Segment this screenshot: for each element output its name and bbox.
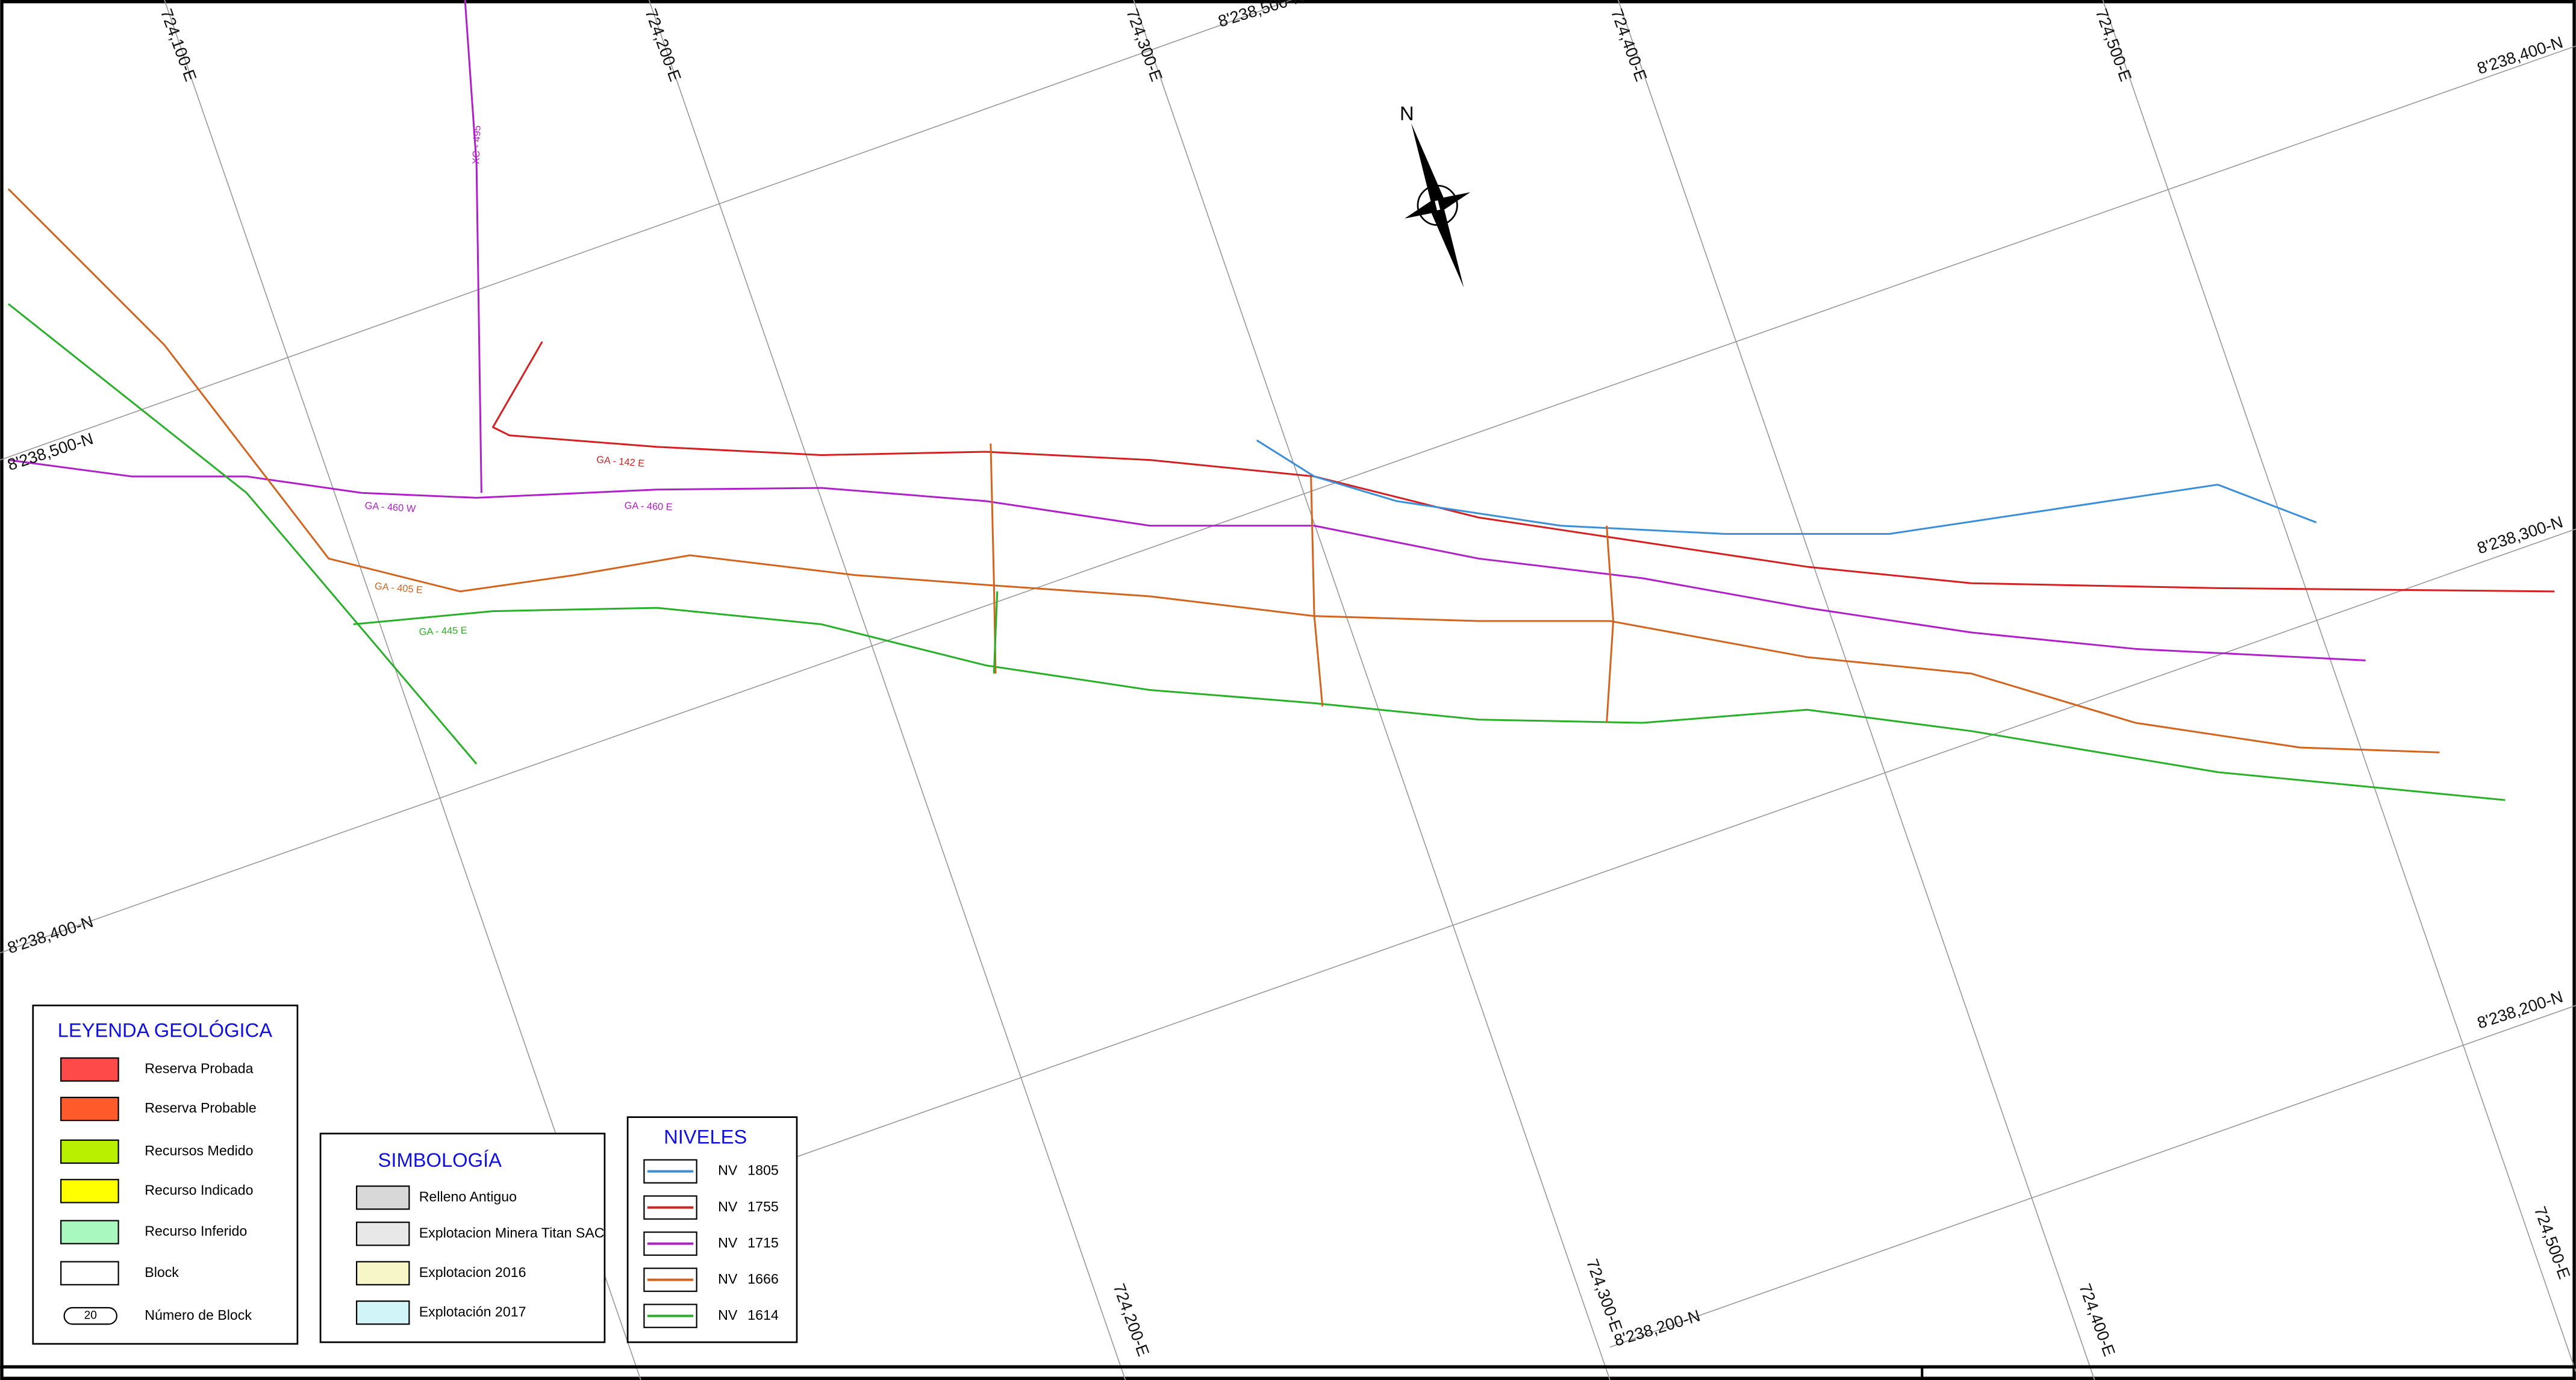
- legend-swatch: [60, 1057, 119, 1082]
- legend-label: NV: [718, 1307, 738, 1323]
- legend-title: NIVELES: [664, 1126, 747, 1148]
- legend-level: 1614: [747, 1307, 779, 1323]
- legend-label: Reserva Probada: [145, 1061, 253, 1076]
- tunnel-nv1715: [8, 459, 2366, 661]
- grid-line: [0, 45, 2576, 954]
- tunnels: [7, 0, 2555, 801]
- legend-swatch: [60, 1179, 119, 1204]
- legend-swatch: [355, 1261, 410, 1285]
- raise: [993, 591, 999, 674]
- grid-line: [723, 528, 2576, 1184]
- legend-label: Block: [145, 1264, 179, 1280]
- legend-level: 1715: [747, 1235, 779, 1250]
- north-arrow: [1405, 123, 1471, 288]
- legend-label: Explotacion Minera Titan SAC: [419, 1225, 605, 1240]
- tunnel-label: GA - 460 W: [364, 500, 416, 514]
- tunnel-label: XC - 495: [471, 125, 483, 164]
- legend-label: Explotación 2017: [419, 1304, 526, 1319]
- legend-level: 1805: [747, 1163, 779, 1178]
- legend-label: Explotacion 2016: [419, 1264, 526, 1280]
- legend-symbol: 20: [84, 1310, 97, 1322]
- tunnel-label: GA - 445 E: [419, 625, 467, 638]
- grid-line: [0, 0, 1293, 461]
- legend-swatch: [60, 1096, 119, 1122]
- legend-swatch: [60, 1139, 119, 1164]
- legend-label: NV: [718, 1199, 738, 1214]
- legend-swatch: [355, 1222, 410, 1246]
- raise: [1310, 476, 1324, 707]
- legend-label: Recurso Inferido: [145, 1223, 247, 1239]
- legend-label: Reserva Probable: [145, 1100, 256, 1116]
- grid-line: [648, 0, 1126, 1380]
- legend-label: Recurso Indicado: [145, 1182, 253, 1197]
- tunnel-nv1614: [353, 607, 2506, 801]
- raise: [1606, 525, 1615, 723]
- grid-line: [1133, 0, 1611, 1380]
- tunnel-nv1666: [7, 188, 2440, 754]
- legend-label: Relleno Antiguo: [419, 1188, 517, 1204]
- legend-swatch: [355, 1185, 410, 1210]
- tunnel-nv1755: [491, 341, 2555, 593]
- legend-swatch: [60, 1220, 119, 1244]
- grid-line: [1617, 0, 2095, 1380]
- legend-label: NV: [718, 1235, 738, 1250]
- north-label: N: [1400, 102, 1414, 125]
- tunnel-nv1715: [464, 0, 482, 493]
- legend-swatch: [355, 1300, 410, 1325]
- legend-title: SIMBOLOGÍA: [378, 1149, 502, 1171]
- tunnel-nv1614: [7, 303, 478, 765]
- legend-swatch: [60, 1261, 119, 1285]
- legend-box: [32, 1004, 299, 1345]
- legends: LEYENDA GEOLÓGICA Reserva Probada Reserva …: [58, 1019, 779, 1328]
- tunnel-nv1805: [1256, 439, 2317, 535]
- legend-label: Recursos Medido: [145, 1143, 253, 1158]
- legend-level: 1755: [747, 1199, 779, 1214]
- tunnel-label: GA - 460 E: [624, 500, 673, 513]
- grid-line: [2102, 0, 2576, 1372]
- legend-label: Número de Block: [145, 1307, 252, 1323]
- legend-label: NV: [718, 1163, 738, 1178]
- legend-label: NV: [718, 1271, 738, 1287]
- legend-title: LEYENDA GEOLÓGICA: [58, 1019, 273, 1041]
- legend-level: 1666: [747, 1271, 779, 1287]
- grid-line: [1609, 1005, 2576, 1348]
- legend-swatch: [63, 1307, 117, 1325]
